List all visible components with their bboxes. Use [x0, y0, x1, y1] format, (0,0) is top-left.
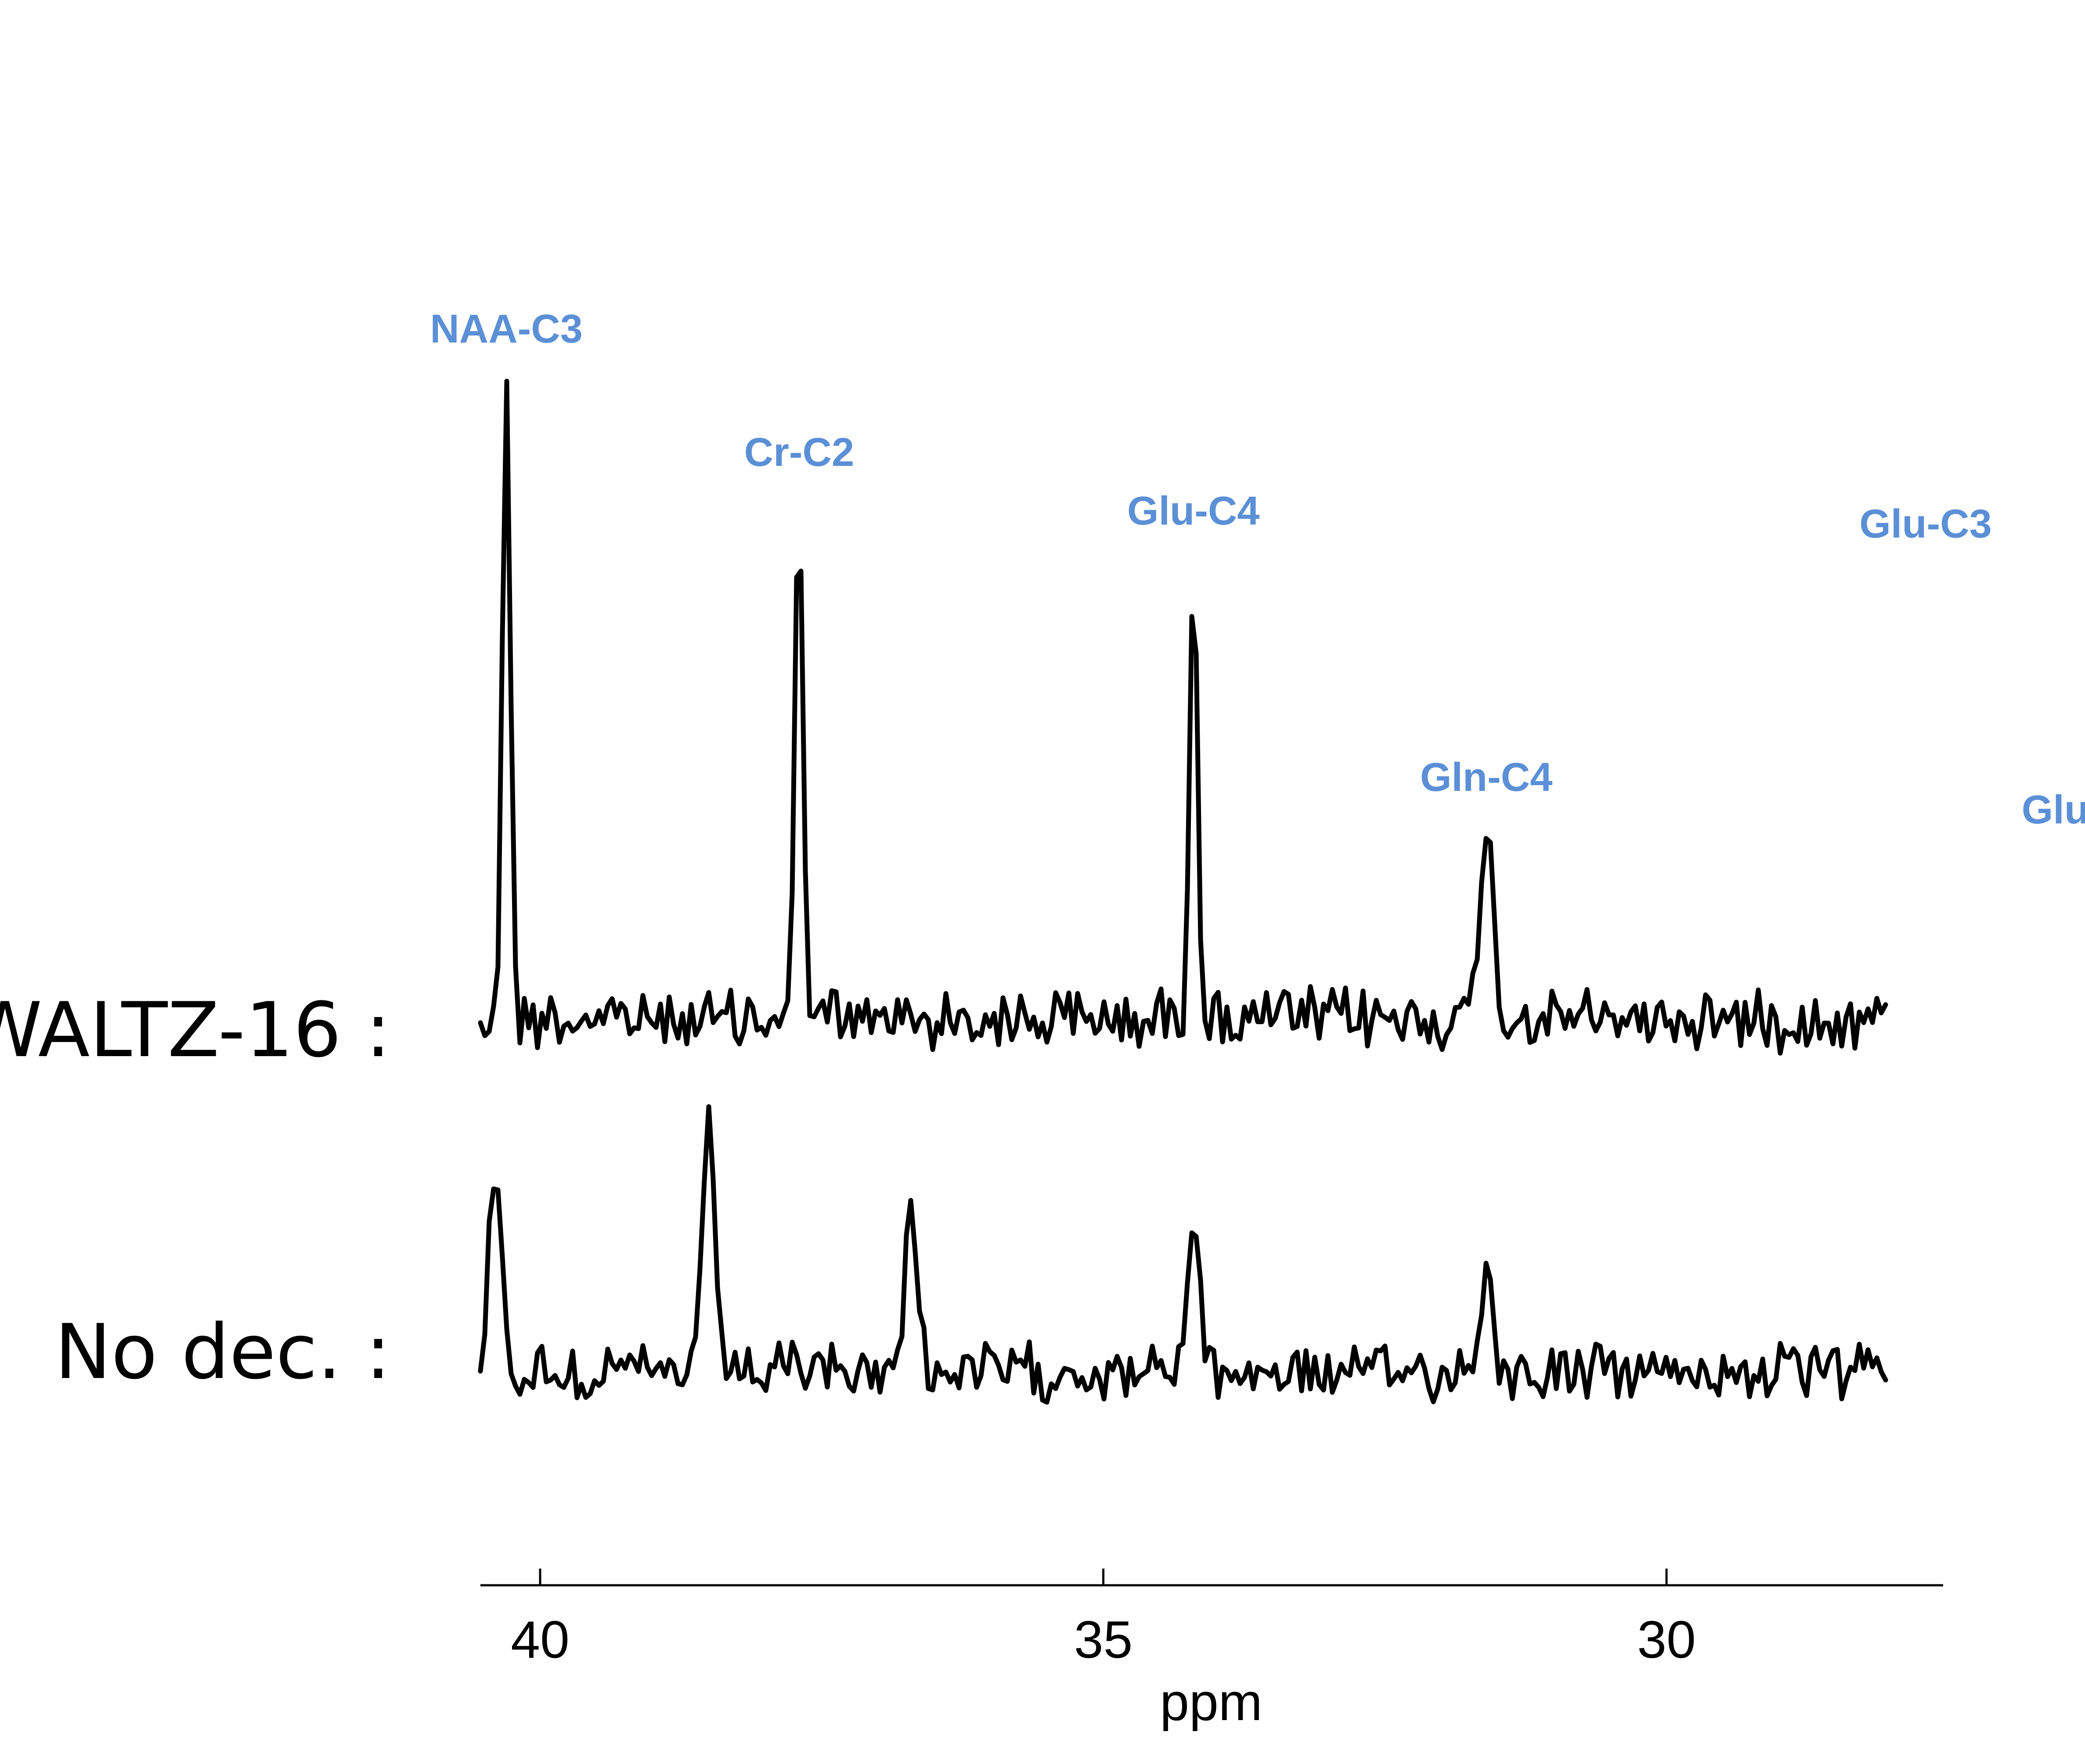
peak-label-glu-c3-5: Glu-C3: [2022, 787, 2085, 832]
peak-label-gln-c4-3: Gln-C4: [1420, 755, 1553, 800]
peak-label-glu-c4-2: Glu-C4: [1127, 488, 1260, 533]
x-tick-label-35: 35: [1074, 1610, 1133, 1669]
trace-line-waltz: [478, 379, 1888, 1056]
peak-labels: NAA-C3Cr-C2Glu-C4Gln-C4Glu-C3Glu-C3NAA-C…: [430, 307, 2085, 832]
peak-label-naa-c3-0: NAA-C3: [430, 307, 583, 351]
x-tick-label-40: 40: [511, 1610, 569, 1669]
trace-line-nodec: [478, 1104, 1888, 1405]
trace-label-nodec: No dec. :: [55, 1308, 391, 1396]
x-axis: 4035302520 ppm: [480, 1569, 1943, 1732]
spectrum-traces: [478, 379, 1888, 1405]
x-axis-title: ppm: [1160, 1673, 1262, 1732]
peak-label-glu-c3-4: Glu-C3: [1859, 501, 1992, 546]
x-tick-label-30: 30: [1637, 1610, 1695, 1669]
trace-label-waltz: WALTZ-16 :: [0, 986, 391, 1074]
peak-label-cr-c2-1: Cr-C2: [744, 430, 854, 475]
trace-labels: WALTZ-16 : No dec. :: [0, 986, 391, 1396]
x-axis-ticks: 4035302520: [511, 1569, 1696, 1669]
